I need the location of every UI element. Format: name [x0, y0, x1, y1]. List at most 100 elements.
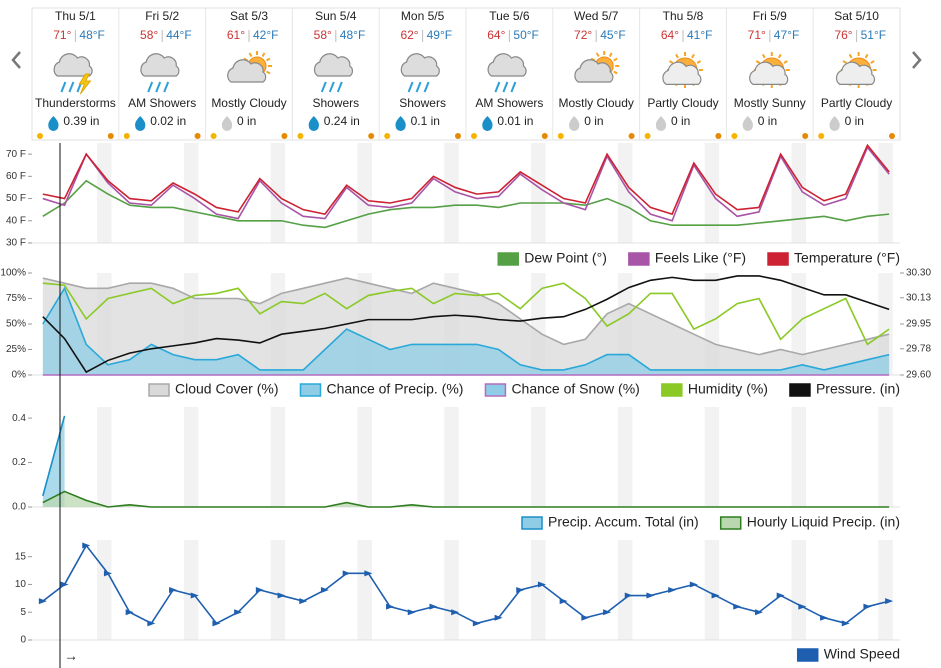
sun-dot — [368, 133, 375, 139]
legend-swatch — [789, 383, 811, 397]
wind-marker — [103, 570, 112, 577]
cloud — [574, 59, 614, 83]
sun-dot — [628, 133, 635, 139]
days: Thu 5/1 71° 48°F Thunderstorms 0.39 in Fri 5/… — [35, 8, 895, 140]
day-column: Mon 5/5 62° 49°F Showers 0.1 in — [378, 8, 461, 140]
day-column: Thu 5/1 71° 48°F Thunderstorms 0.39 in — [35, 9, 116, 139]
legend-swatch — [484, 383, 507, 397]
precip-amount: 0 in — [845, 114, 864, 128]
sun-dot — [818, 133, 825, 139]
y-tick-label: 50% — [6, 319, 26, 330]
sun-ray — [248, 52, 253, 57]
wind-marker — [386, 603, 395, 610]
wind-marker — [668, 587, 677, 593]
chart-panel: 0 5 10 15 Wind Speed — [15, 540, 900, 662]
wind-marker — [277, 592, 286, 599]
day-column: Sat 5/3 61° 42°F Mostly Cloudy 0 in — [205, 8, 288, 140]
y-tick-label: 60 F — [6, 171, 26, 182]
condition: Mostly Cloudy — [211, 96, 286, 110]
weather-icon — [662, 52, 703, 88]
sun-ray — [761, 53, 766, 59]
prev-button[interactable] — [11, 51, 21, 69]
high-temp: 58° — [140, 28, 158, 42]
area — [42, 288, 890, 375]
day-label: Fri 5/9 — [753, 9, 787, 23]
night-band — [444, 407, 459, 507]
precip-amount: 0 in — [237, 114, 256, 128]
wind-marker — [689, 581, 698, 588]
wind-marker — [537, 581, 546, 588]
y2-tick-label: 30.13 — [906, 292, 931, 303]
night-band — [97, 540, 112, 640]
night-band — [531, 407, 546, 507]
night-band — [270, 540, 286, 640]
precip-amount: 0.01 in — [497, 114, 533, 128]
sun-ray — [266, 57, 271, 62]
sun-ray — [613, 57, 618, 62]
legend-swatch — [661, 383, 683, 397]
low-temp: 50°F — [513, 28, 538, 42]
precip-amount: 0 in — [671, 114, 690, 128]
day-label: Sat 5/10 — [834, 9, 879, 23]
legend-swatch — [628, 252, 650, 266]
y-tick-label: 15 — [15, 551, 27, 562]
lightning — [78, 73, 92, 95]
sun-ray — [864, 53, 869, 59]
y2-tick-label: 29.60 — [906, 370, 931, 381]
line — [42, 544, 890, 625]
night-band — [704, 407, 720, 507]
y-tick-label: 100% — [0, 268, 26, 279]
wind-marker — [407, 609, 416, 616]
weather-icon — [487, 53, 527, 93]
wind-marker — [516, 587, 525, 593]
wind-marker — [234, 609, 243, 616]
high-temp: 64° — [661, 28, 679, 42]
legend-swatch — [521, 516, 543, 530]
night-band — [183, 407, 199, 507]
sun-dot — [210, 133, 217, 139]
wind-marker — [885, 598, 894, 605]
sun-ray — [755, 60, 761, 64]
drop-icon — [308, 116, 319, 131]
y-tick-label: 0 — [20, 635, 26, 646]
wind-marker — [559, 598, 568, 605]
charts: 30 F 40 F 50 F 60 F 70 F Temperature (°F) Feel… — [0, 143, 931, 662]
sun-ray — [691, 53, 695, 59]
rain — [60, 81, 67, 93]
day-column: Sun 5/4 58° 48°F Showers 0.24 in — [291, 8, 375, 140]
line — [42, 282, 890, 346]
night-band — [791, 407, 806, 507]
cloud — [662, 61, 702, 85]
next-button[interactable] — [912, 51, 922, 69]
drop-icon — [742, 116, 753, 131]
y-tick-label: 10 — [15, 579, 27, 590]
y-tick-label: 70 F — [6, 149, 26, 160]
cloud — [835, 61, 876, 85]
rain — [510, 81, 517, 93]
legend-label: Chance of Precip. (%) — [326, 381, 463, 397]
rain — [328, 81, 335, 93]
precip-amount: 0.02 in — [150, 114, 186, 128]
precip-amount: 0.39 in — [63, 114, 99, 128]
rain — [494, 81, 501, 93]
precip-amount: 0 in — [584, 114, 603, 128]
night-band — [270, 407, 286, 507]
night-band — [270, 143, 286, 243]
day-label: Sat 5/3 — [230, 9, 268, 23]
night-band — [444, 540, 459, 640]
wind-marker — [581, 614, 590, 621]
wind-marker — [429, 603, 438, 610]
sun-dot — [194, 133, 201, 139]
legend-label: Cloud Cover (%) — [175, 381, 278, 397]
condition: Mostly Sunny — [734, 96, 806, 110]
drop-icon — [48, 116, 59, 131]
day-column: Sat 5/10 76° 51°F Partly Cloudy 0 in — [812, 8, 895, 140]
rain — [320, 81, 327, 93]
sun-dot — [455, 133, 461, 139]
wind-marker — [82, 542, 91, 549]
high-temp: 71° — [53, 28, 71, 42]
sun-dot — [281, 133, 288, 139]
high-temp: 64° — [487, 28, 505, 42]
night-band — [531, 143, 546, 243]
cloud — [313, 53, 354, 77]
